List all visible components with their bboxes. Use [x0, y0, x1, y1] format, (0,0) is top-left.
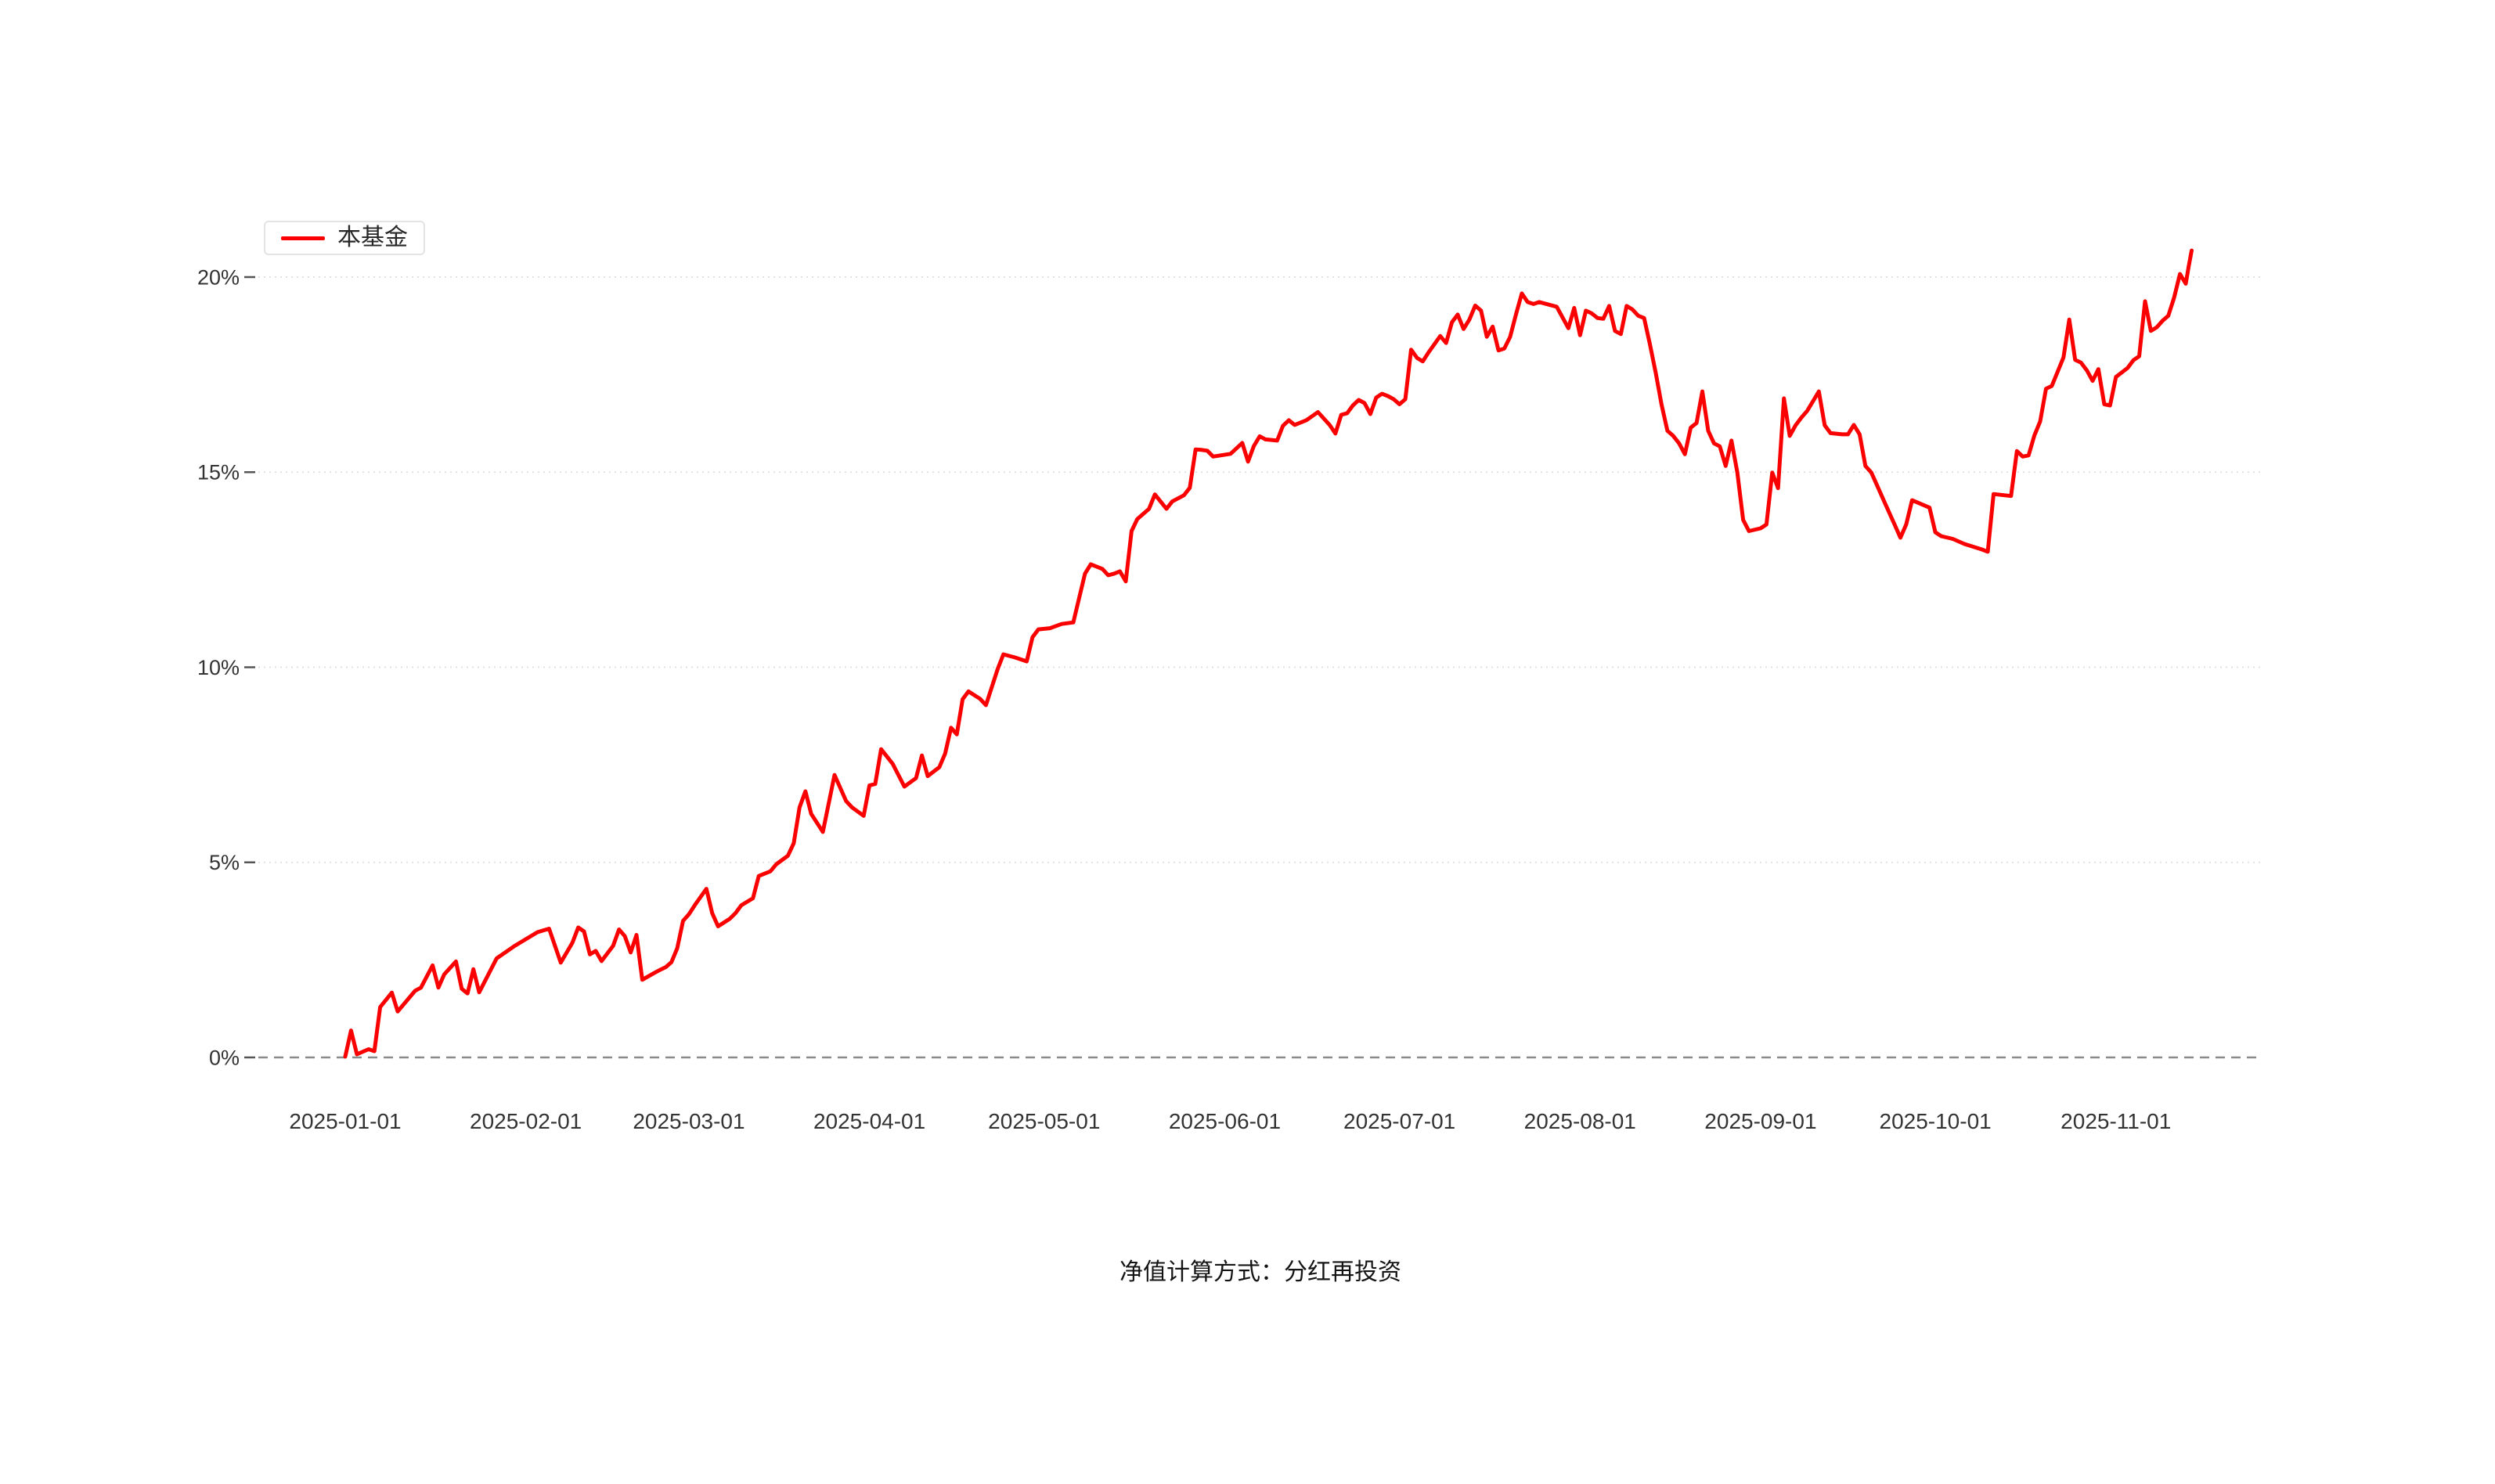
y-axis-label: 10% — [197, 656, 240, 679]
legend-series-label: 本基金 — [337, 225, 408, 250]
x-axis-label: 2025-10-01 — [1880, 1109, 1992, 1133]
x-axis-label: 2025-02-01 — [470, 1109, 582, 1133]
chart-footnote: 净值计算方式：分红再投资 — [1120, 1259, 1401, 1285]
legend[interactable]: 本基金 — [264, 221, 425, 255]
x-axis-label: 2025-07-01 — [1343, 1109, 1455, 1133]
x-axis-label: 2025-05-01 — [988, 1109, 1100, 1133]
x-axis-label: 2025-11-01 — [2061, 1109, 2171, 1133]
y-axis-label: 15% — [197, 461, 240, 484]
x-axis-label: 2025-03-01 — [633, 1109, 745, 1133]
fund-series-line[interactable] — [343, 248, 2194, 1059]
x-axis-label: 2025-06-01 — [1169, 1109, 1281, 1133]
x-axis-label: 2025-08-01 — [1524, 1109, 1636, 1133]
y-axis-label: 20% — [197, 265, 240, 289]
x-axis-label: 2025-04-01 — [813, 1109, 925, 1133]
x-axis-label: 2025-01-01 — [289, 1109, 401, 1133]
y-axis-label: 0% — [209, 1046, 240, 1069]
legend-line-swatch — [281, 236, 325, 240]
x-axis-label: 2025-09-01 — [1704, 1109, 1816, 1133]
y-axis-label: 5% — [209, 851, 240, 874]
